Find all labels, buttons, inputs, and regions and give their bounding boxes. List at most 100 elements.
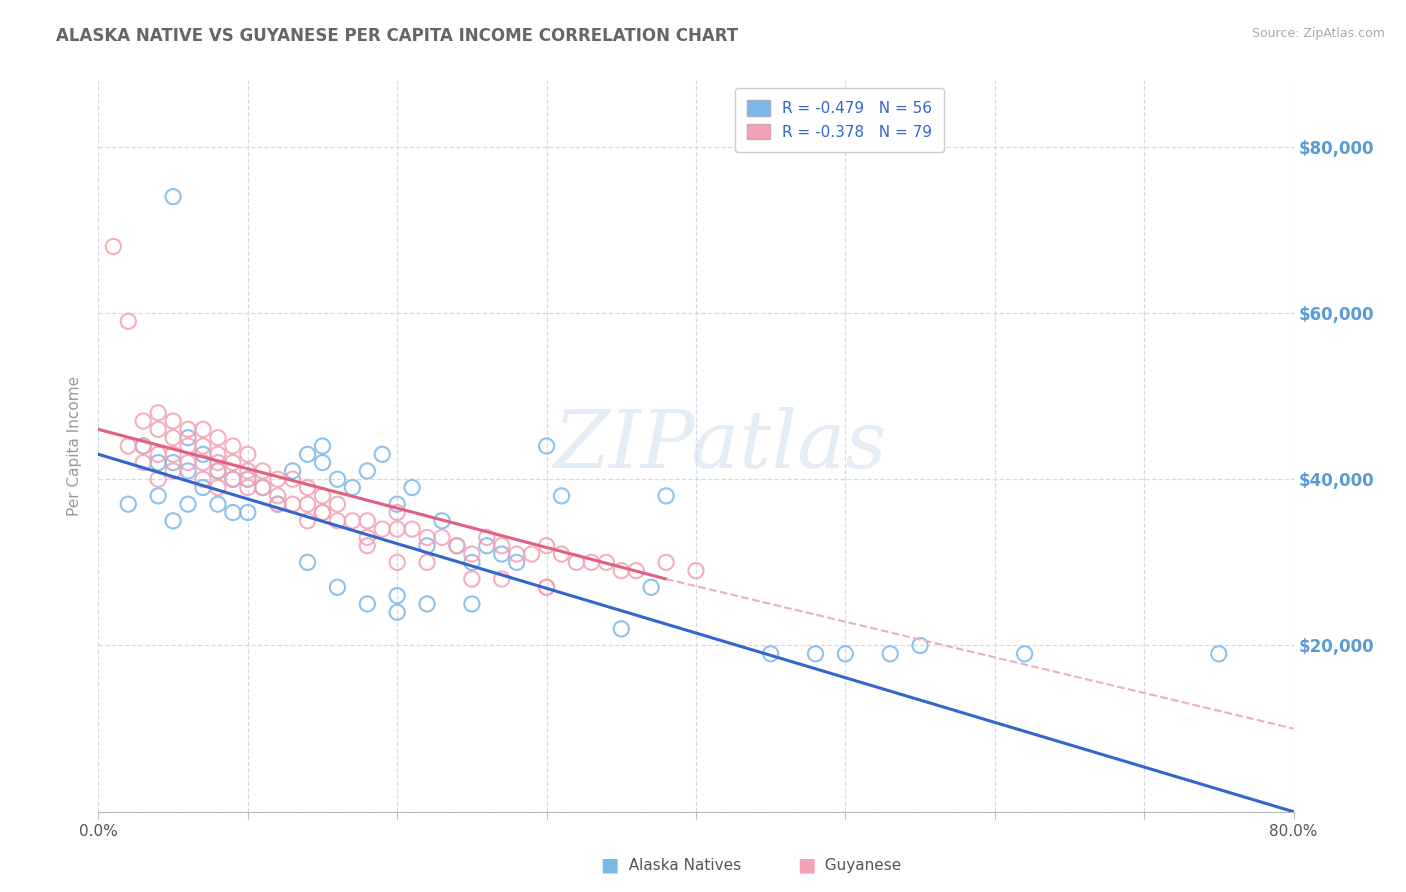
Point [311, 506, 333, 520]
Point [401, 481, 423, 495]
Point [162, 189, 184, 203]
Point [342, 514, 364, 528]
Point [117, 314, 139, 328]
Point [461, 547, 484, 561]
Point [326, 514, 349, 528]
Point [297, 497, 319, 511]
Point [506, 547, 529, 561]
Point [804, 647, 827, 661]
Point [491, 547, 513, 561]
Point [430, 530, 453, 544]
Point [297, 514, 319, 528]
Point [222, 506, 245, 520]
Point [207, 497, 229, 511]
Point [162, 447, 184, 461]
Point [236, 506, 259, 520]
Point [326, 472, 349, 486]
Point [117, 497, 139, 511]
Point [207, 456, 229, 470]
Point [356, 539, 378, 553]
Point [640, 580, 662, 594]
Point [252, 481, 274, 495]
Point [222, 472, 245, 486]
Point [371, 522, 394, 536]
Point [148, 489, 170, 503]
Point [461, 572, 484, 586]
Point [536, 580, 558, 594]
Point [595, 555, 617, 569]
Point [207, 464, 229, 478]
Point [491, 539, 513, 553]
Point [236, 481, 259, 495]
Point [148, 447, 170, 461]
Point [132, 414, 155, 428]
Point [281, 472, 304, 486]
Point [207, 464, 229, 478]
Point [326, 580, 349, 594]
Point [297, 447, 319, 461]
Point [385, 497, 409, 511]
Point [281, 497, 304, 511]
Point [177, 464, 200, 478]
Text: ■: ■ [600, 855, 619, 875]
Point [385, 506, 409, 520]
Point [356, 514, 378, 528]
Point [1208, 647, 1230, 661]
Point [461, 555, 484, 569]
Point [685, 564, 707, 578]
Point [236, 472, 259, 486]
Point [267, 489, 290, 503]
Point [148, 406, 170, 420]
Point [207, 481, 229, 495]
Point [655, 489, 678, 503]
Point [342, 481, 364, 495]
Point [236, 464, 259, 478]
Point [401, 522, 423, 536]
Text: Guyanese: Guyanese [815, 858, 901, 872]
Point [162, 431, 184, 445]
Point [236, 447, 259, 461]
Point [461, 597, 484, 611]
Point [207, 447, 229, 461]
Point [311, 439, 333, 453]
Point [416, 530, 439, 544]
Point [191, 456, 214, 470]
Point [655, 555, 678, 569]
Point [177, 431, 200, 445]
Point [311, 489, 333, 503]
Text: Source: ZipAtlas.com: Source: ZipAtlas.com [1251, 27, 1385, 40]
Point [177, 439, 200, 453]
Point [177, 422, 200, 436]
Point [148, 472, 170, 486]
Point [759, 647, 782, 661]
Point [191, 447, 214, 461]
Point [281, 464, 304, 478]
Point [297, 481, 319, 495]
Text: ZIPatlas: ZIPatlas [553, 408, 887, 484]
Point [506, 555, 529, 569]
Point [356, 464, 378, 478]
Point [520, 547, 543, 561]
Point [908, 639, 931, 653]
Point [311, 506, 333, 520]
Point [236, 472, 259, 486]
Point [132, 456, 155, 470]
Point [610, 622, 633, 636]
Point [297, 555, 319, 569]
Y-axis label: Per Capita Income: Per Capita Income [67, 376, 83, 516]
Point [132, 439, 155, 453]
Point [371, 447, 394, 461]
Point [430, 514, 453, 528]
Point [446, 539, 468, 553]
Point [311, 456, 333, 470]
Point [385, 605, 409, 619]
Point [162, 414, 184, 428]
Point [267, 497, 290, 511]
Point [191, 422, 214, 436]
Text: Alaska Natives: Alaska Natives [619, 858, 741, 872]
Point [222, 456, 245, 470]
Point [267, 472, 290, 486]
Point [385, 589, 409, 603]
Point [385, 555, 409, 569]
Point [148, 456, 170, 470]
